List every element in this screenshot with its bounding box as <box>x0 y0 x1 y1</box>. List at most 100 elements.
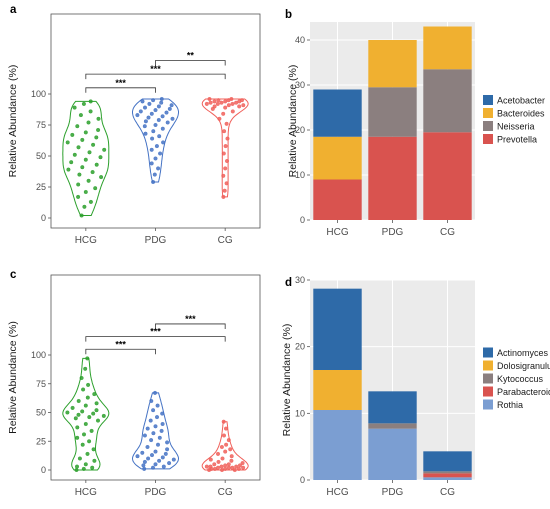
data-point-PDG <box>155 403 160 408</box>
data-point-HCG <box>98 155 103 160</box>
data-point-HCG <box>101 413 106 418</box>
legend-label: Prevotella <box>497 135 537 145</box>
bar-segment-Actinomyces <box>368 391 417 424</box>
data-point-HCG <box>78 113 83 118</box>
data-point-PDG <box>160 411 165 416</box>
data-point-CG <box>222 188 227 193</box>
data-point-PDG <box>151 179 156 184</box>
y-tick-label: 0 <box>41 213 46 223</box>
data-point-CG <box>212 462 217 467</box>
data-point-PDG <box>150 465 155 470</box>
violin-HCG <box>62 100 110 216</box>
data-point-CG <box>229 458 234 463</box>
data-point-PDG <box>154 144 159 149</box>
data-point-CG <box>212 99 217 104</box>
data-point-PDG <box>151 98 156 103</box>
data-point-HCG <box>94 401 99 406</box>
data-point-HCG <box>92 458 97 463</box>
data-point-CG <box>226 465 231 470</box>
bar-segment-Kytococcus <box>423 471 472 474</box>
data-point-CG <box>237 463 242 468</box>
x-tick-label: CG <box>440 487 455 498</box>
x-tick-label: CG <box>218 487 233 498</box>
bar-segment-Prevotella <box>313 179 362 220</box>
data-point-PDG <box>171 457 176 462</box>
data-point-PDG <box>157 458 162 463</box>
data-point-HCG <box>83 130 88 135</box>
y-tick-label: 25 <box>36 182 46 192</box>
y-tick-label: 20 <box>295 125 305 135</box>
data-point-PDG <box>153 424 158 429</box>
data-point-PDG <box>152 390 157 395</box>
data-point-CG <box>216 459 221 464</box>
data-point-HCG <box>96 127 101 132</box>
data-point-PDG <box>159 96 164 101</box>
data-point-CG <box>228 447 233 452</box>
data-point-HCG <box>85 356 90 361</box>
legend-swatch <box>483 386 493 397</box>
data-point-HCG <box>94 135 99 140</box>
data-point-PDG <box>167 461 172 466</box>
data-point-PDG <box>157 134 162 139</box>
y-tick-label: 0 <box>300 475 305 485</box>
data-point-HCG <box>76 145 81 150</box>
data-point-PDG <box>135 113 140 118</box>
data-point-HCG <box>69 160 74 165</box>
significance-bracket <box>85 348 156 355</box>
data-point-CG <box>207 96 212 101</box>
data-point-CG <box>224 121 229 126</box>
bar-segment-Parabacteroides <box>423 473 472 478</box>
data-point-PDG <box>164 110 169 115</box>
data-point-PDG <box>155 442 160 447</box>
data-point-HCG <box>80 442 85 447</box>
bar-segment-Dolosigranulum <box>313 370 362 410</box>
data-point-CG <box>223 449 228 454</box>
data-point-HCG <box>88 199 93 204</box>
data-point-PDG <box>142 124 147 129</box>
data-point-PDG <box>146 115 151 120</box>
data-point-CG <box>237 104 242 109</box>
y-axis-label: Relative Abundance (%) <box>281 324 293 437</box>
data-point-HCG <box>76 412 81 417</box>
data-point-HCG <box>76 182 81 187</box>
data-point-HCG <box>91 447 96 452</box>
data-point-CG <box>223 144 228 149</box>
y-tick-label: 10 <box>295 170 305 180</box>
legend-label: Acetobacter <box>497 96 545 106</box>
data-point-CG <box>208 100 213 105</box>
y-tick-label: 0 <box>41 465 46 475</box>
data-point-HCG <box>86 382 91 387</box>
data-point-HCG <box>81 466 86 471</box>
legend-label: Kytococcus <box>497 374 544 384</box>
y-tick-label: 100 <box>31 350 46 360</box>
data-point-HCG <box>70 132 75 137</box>
data-point-PDG <box>145 426 150 431</box>
data-point-CG <box>204 464 209 469</box>
data-point-PDG <box>159 428 164 433</box>
data-point-CG <box>223 166 228 171</box>
x-tick-label: PDG <box>145 235 167 246</box>
data-point-CG <box>220 456 225 461</box>
data-point-CG <box>215 451 220 456</box>
data-point-PDG <box>149 438 154 443</box>
data-point-CG <box>230 465 235 470</box>
data-point-PDG <box>149 147 154 152</box>
data-point-PDG <box>149 111 154 116</box>
data-point-HCG <box>83 366 88 371</box>
data-point-HCG <box>93 186 98 191</box>
data-point-CG <box>234 464 239 469</box>
panel-d: d Relative Abundance (%) 0 10 20 30 HCG PDG CG Ac… <box>281 275 550 498</box>
significance-label: *** <box>185 314 196 324</box>
y-tick-label: 30 <box>295 275 305 285</box>
data-point-PDG <box>153 449 158 454</box>
bar-segment-Actinomyces <box>313 288 362 370</box>
data-point-CG <box>224 181 229 186</box>
data-point-CG <box>223 466 228 471</box>
data-point-HCG <box>80 137 85 142</box>
data-point-PDG <box>170 116 175 121</box>
data-point-HCG <box>85 451 90 456</box>
data-point-CG <box>230 101 235 106</box>
y-tick-label: 100 <box>31 89 46 99</box>
data-point-PDG <box>141 463 146 468</box>
